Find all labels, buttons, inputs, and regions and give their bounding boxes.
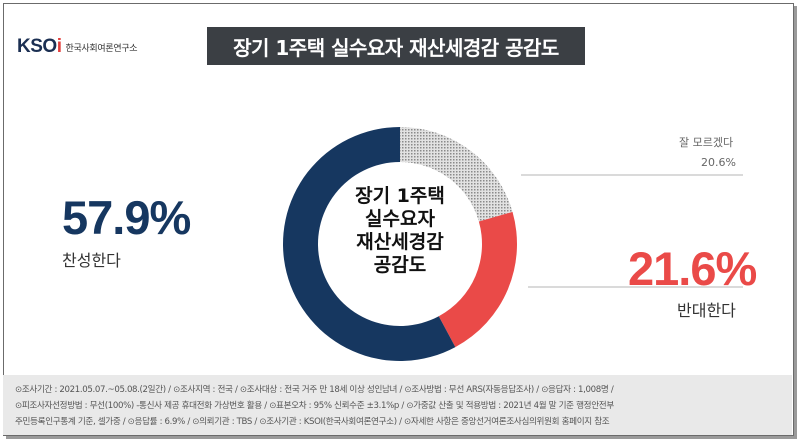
oppose-label: 반대한다 — [677, 301, 736, 320]
chart-title: 장기 1주택 실수요자 재산세경감 공감도 — [207, 27, 585, 65]
footnote-line-3: 주민등록인구통계 기준, 셀가중 / ⊙응답률 : 6.9% / ⊙의뢰기관 :… — [15, 417, 610, 427]
donut-slice-oppose — [438, 211, 517, 348]
support-percent: 57.9% — [62, 191, 191, 244]
survey-footnote: ⊙조사기간 : 2021.05.07.~05.08.(2일간) / ⊙조사지역 … — [3, 375, 792, 435]
unsure-percent: 20.6% — [701, 156, 736, 169]
logo-mark: KSOi — [17, 36, 62, 57]
donut-slice-unsure — [400, 127, 513, 222]
support-label: 찬성한다 — [62, 251, 121, 270]
slide-frame — [3, 3, 794, 436]
donut-center-label: 장기 1주택 실수요자 재산세경감 공감도 — [355, 185, 445, 276]
unsure-label: 잘 모르겠다 — [679, 136, 734, 149]
footnote-line-2: ⊙피조사자선정방법 : 무선(100%) -통신사 제공 휴대전화 가상번호 활… — [15, 401, 614, 411]
logo-text: 한국사회여론연구소 — [65, 43, 138, 54]
ksoi-logo: KSOi 한국사회여론연구소 — [17, 36, 138, 58]
footnote-line-1: ⊙조사기간 : 2021.05.07.~05.08.(2일간) / ⊙조사지역 … — [15, 385, 614, 395]
oppose-percent: 21.6% — [628, 242, 757, 295]
donut-slice-support — [283, 127, 456, 361]
